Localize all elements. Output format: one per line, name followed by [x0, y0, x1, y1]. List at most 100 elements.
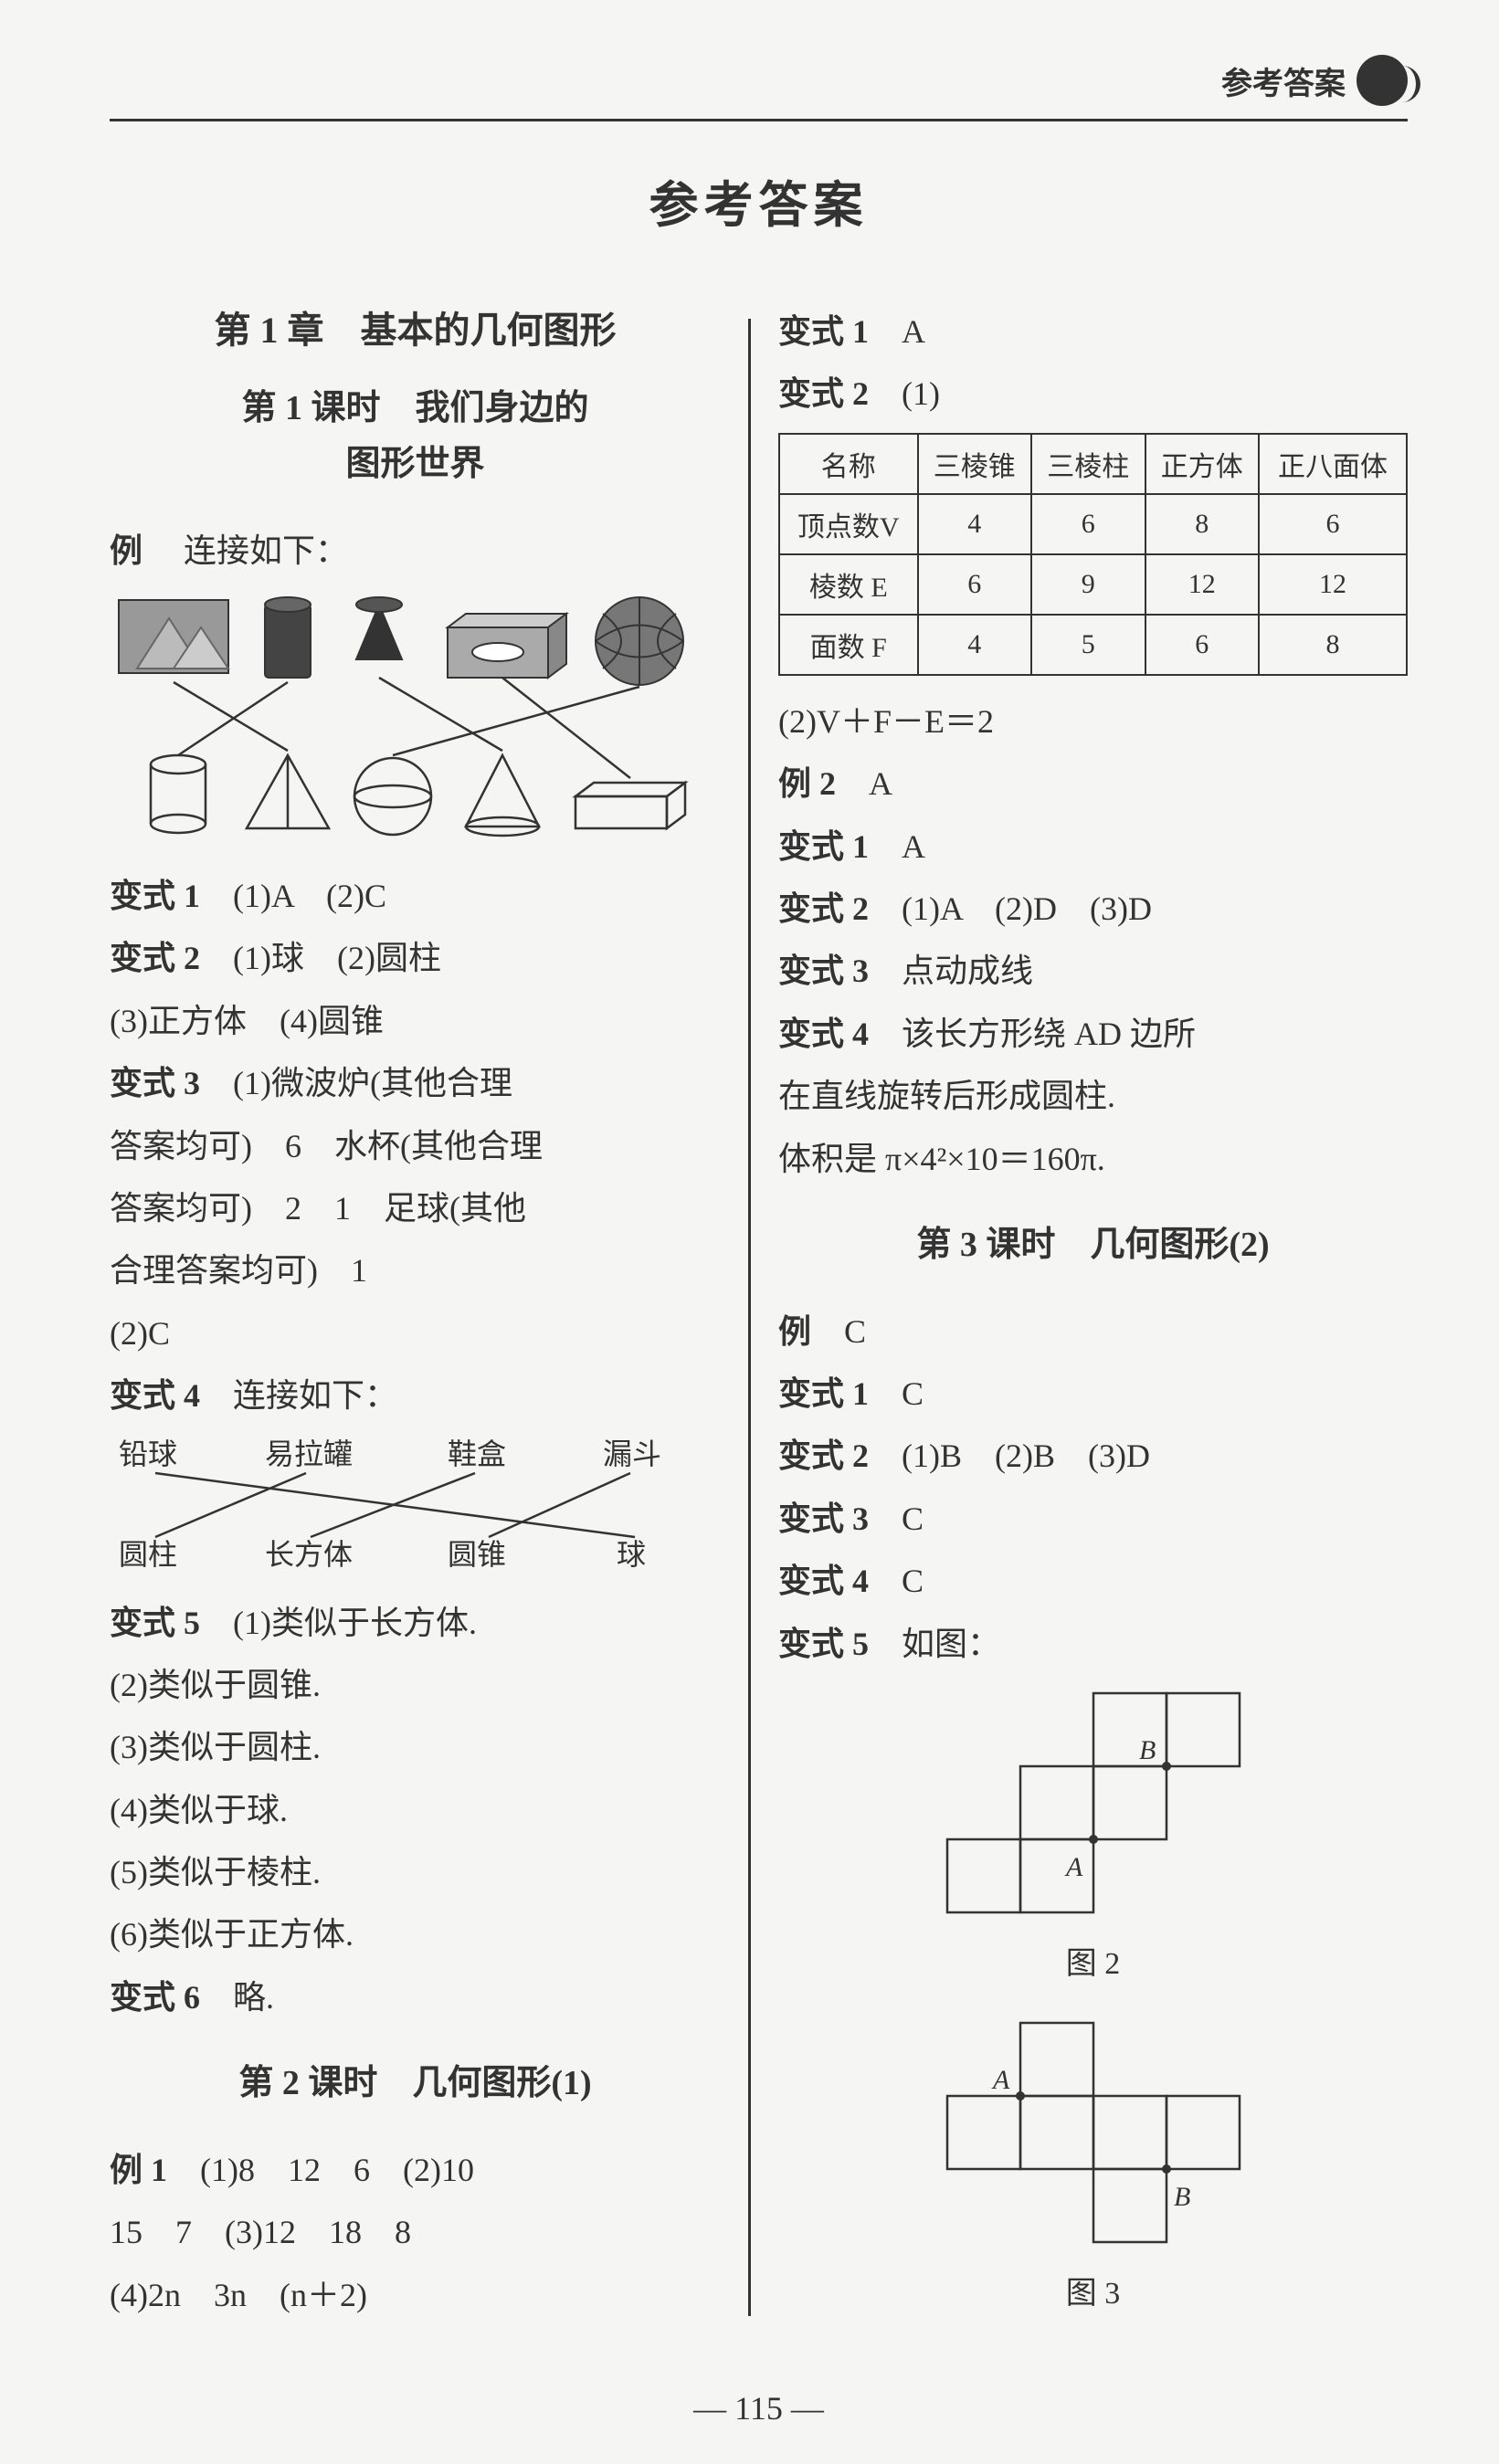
- r2-bs2-text: (1)A (2)D (3)D: [902, 890, 1152, 927]
- r2-bs3: 变式 3 点动成线: [778, 940, 1408, 1002]
- r-bs2: 变式 2 (1): [778, 363, 1408, 425]
- header-label: 参考答案: [1221, 58, 1346, 103]
- ex1-l3: (4)2n 3n (n＋2): [110, 2264, 721, 2326]
- l3-ex-label: 例: [778, 1313, 811, 1350]
- bs5-l3: (3)类似于圆柱.: [110, 1716, 721, 1778]
- r2-0: 棱数 E: [779, 554, 918, 615]
- svg-text:B: B: [1139, 1735, 1156, 1765]
- bs2: 变式 2 (1)球 (2)圆柱: [110, 927, 721, 989]
- ex2-label: 例 2: [778, 765, 836, 802]
- example-text: 连接如下：: [184, 532, 348, 569]
- l3-ex: 例 C: [778, 1300, 1408, 1363]
- l3-bs5-label: 变式 5: [778, 1626, 869, 1662]
- table-row: 顶点数V 4 6 8 6: [779, 494, 1407, 554]
- r2-bs1-text: A: [902, 828, 925, 865]
- svg-text:A: A: [1064, 1852, 1083, 1882]
- bs5-l6: (6)类似于正方体.: [110, 1903, 721, 1965]
- m2-top-1: 易拉罐: [265, 1437, 353, 1470]
- r-bs1-label: 变式 1: [778, 313, 869, 350]
- th-2: 三棱柱: [1031, 434, 1145, 494]
- r2-bs3-text: 点动成线: [902, 953, 1033, 989]
- bs5-l5: (5)类似于棱柱.: [110, 1841, 721, 1903]
- r2-3: 12: [1145, 554, 1260, 615]
- figure-3-svg: AB: [929, 2014, 1258, 2260]
- r-bs2-text: (1): [902, 375, 940, 412]
- r2-bs4: 变式 4 该长方形绕 AD 边所: [778, 1003, 1408, 1065]
- r-bs1-text: A: [902, 313, 925, 350]
- r3-4: 8: [1259, 615, 1407, 675]
- l3-bs1-text: C: [902, 1375, 924, 1412]
- r2-bs4-l2: 在直线旋转后形成圆柱.: [778, 1065, 1408, 1127]
- lesson1-title-line1: 第 1 课时 我们身边的: [242, 389, 589, 427]
- th-name: 名称: [779, 434, 918, 494]
- bs1-label: 变式 1: [110, 878, 200, 914]
- r-bs2-label: 变式 2: [778, 375, 869, 412]
- fig2-caption: 图 2: [1066, 1938, 1121, 1983]
- r-bs1: 变式 1 A: [778, 300, 1408, 363]
- bs2-text: (1)球 (2)圆柱: [233, 940, 441, 976]
- bs3-l4: 合理答案均可) 1: [110, 1239, 721, 1301]
- l3-bs2-text: (1)B (2)B (3)D: [902, 1437, 1150, 1474]
- r1-0: 顶点数V: [779, 494, 918, 554]
- table-row: 面数 F 4 5 6 8: [779, 615, 1407, 675]
- lesson1-title-line2: 图形世界: [346, 445, 485, 483]
- l3-bs2: 变式 2 (1)B (2)B (3)D: [778, 1425, 1408, 1487]
- l3-bs4-text: C: [902, 1563, 924, 1599]
- r2-bs1-label: 变式 1: [778, 828, 869, 865]
- bs1: 变式 1 (1)A (2)C: [110, 865, 721, 927]
- r2-4: 12: [1259, 554, 1407, 615]
- l3-bs1-label: 变式 1: [778, 1375, 869, 1412]
- m2-bot-0: 圆柱: [119, 1538, 177, 1571]
- lesson2-title: 第 2 课时 几何图形(1): [110, 2056, 721, 2111]
- left-column: 第 1 章 基本的几何图形 第 1 课时 我们身边的 图形世界 例 连接如下：: [110, 300, 748, 2334]
- logo-circle-icon: [1356, 55, 1408, 106]
- r2-bs4-label: 变式 4: [778, 1016, 869, 1052]
- content-columns: 第 1 章 基本的几何图形 第 1 课时 我们身边的 图形世界 例 连接如下：: [110, 300, 1408, 2334]
- ex2-text: A: [869, 765, 892, 802]
- bs4-text: 连接如下：: [233, 1377, 397, 1414]
- page-number: — 115 —: [110, 2389, 1408, 2427]
- r2-bs2-label: 变式 2: [778, 890, 869, 927]
- ex1-label: 例 1: [110, 2152, 167, 2188]
- th-1: 三棱锥: [918, 434, 1032, 494]
- ex1-l2: 15 7 (3)12 18 8: [110, 2201, 721, 2263]
- chapter-title: 第 1 章 基本的几何图形: [110, 300, 721, 353]
- bs6-label: 变式 6: [110, 1979, 200, 2016]
- th-4: 正八面体: [1259, 434, 1407, 494]
- r3-3: 6: [1145, 615, 1260, 675]
- bs4-label: 变式 4: [110, 1377, 200, 1414]
- ex1-text: (1)8 12 6 (2)10: [200, 2152, 474, 2188]
- r2-bs4-text: 该长方形绕 AD 边所: [902, 1016, 1196, 1052]
- lesson3-title: 第 3 课时 几何图形(2): [778, 1217, 1408, 1273]
- euler-formula: (2)V＋F－E＝2: [778, 690, 1408, 753]
- svg-text:B: B: [1174, 2182, 1190, 2212]
- lesson1-title: 第 1 课时 我们身边的 图形世界: [110, 381, 721, 492]
- page-header: 参考答案: [110, 55, 1408, 128]
- r1-3: 8: [1145, 494, 1260, 554]
- l3-bs4-label: 变式 4: [778, 1563, 869, 1599]
- logo-swoosh-icon: [1397, 66, 1420, 102]
- fig3-caption: 图 3: [1066, 2268, 1121, 2312]
- euler-table: 名称 三棱锥 三棱柱 正方体 正八面体 顶点数V 4 6 8 6 棱数 E 6 …: [778, 433, 1408, 676]
- r2-bs2: 变式 2 (1)A (2)D (3)D: [778, 878, 1408, 940]
- bs6: 变式 6 略.: [110, 1966, 721, 2028]
- table-row: 棱数 E 6 9 12 12: [779, 554, 1407, 615]
- r3-0: 面数 F: [779, 615, 918, 675]
- figure-2: A B 图 2: [778, 1684, 1408, 2005]
- bs3-l5: (2)C: [110, 1302, 721, 1364]
- l3-bs5: 变式 5 如图：: [778, 1613, 1408, 1675]
- m2-bot-3: 球: [617, 1538, 646, 1571]
- main-title: 参考答案: [110, 164, 1408, 237]
- matching-diagram-1: [110, 591, 721, 847]
- m2-top-3: 漏斗: [603, 1437, 661, 1470]
- r2-bs3-label: 变式 3: [778, 953, 869, 989]
- l3-bs2-label: 变式 2: [778, 1437, 869, 1474]
- bs2-label: 变式 2: [110, 940, 200, 976]
- svg-text:A: A: [991, 2065, 1010, 2095]
- r1-4: 6: [1259, 494, 1407, 554]
- r2-bs1: 变式 1 A: [778, 816, 1408, 878]
- bs3-l3: 答案均可) 2 1 足球(其他: [110, 1177, 721, 1239]
- header-rule: [110, 119, 1408, 121]
- table-row: 名称 三棱锥 三棱柱 正方体 正八面体: [779, 434, 1407, 494]
- bs3: 变式 3 (1)微波炉(其他合理: [110, 1052, 721, 1114]
